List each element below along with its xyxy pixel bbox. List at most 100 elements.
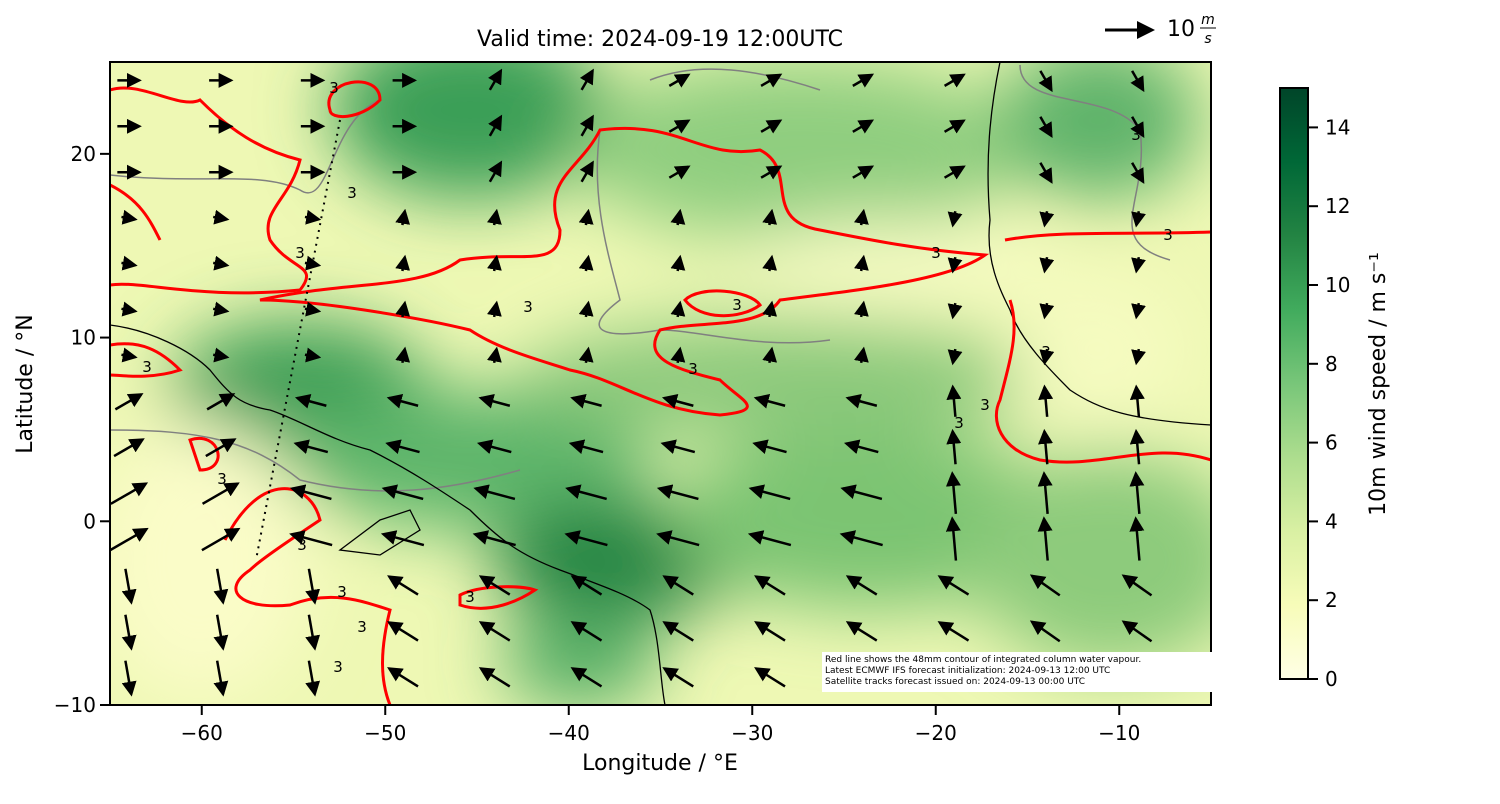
wind-arrow (578, 254, 594, 272)
wind-arrow (121, 614, 137, 651)
wind-arrow (487, 346, 502, 364)
wind-arrow (670, 208, 686, 226)
contour-label: 3 (333, 658, 343, 676)
wind-arrow (386, 393, 419, 409)
wind-arrow (304, 255, 322, 271)
wind-arrow (1038, 116, 1053, 138)
wind-arrow (843, 439, 879, 455)
contour-label: 3 (329, 79, 339, 97)
colorbar (1279, 87, 1309, 680)
wind-arrow (760, 73, 783, 88)
wind-arrow (488, 160, 503, 183)
wind-arrow (1039, 211, 1055, 228)
wind-arrow (206, 393, 236, 411)
wind-arrow (1130, 116, 1145, 138)
wind-arrow (947, 256, 963, 274)
wind-arrow (289, 530, 333, 547)
wind-arrow (845, 393, 878, 409)
quiver-key: 10 m s (1105, 12, 1216, 47)
colorbar-tick-label: 10 (1325, 273, 1350, 297)
wind-arrow (839, 530, 883, 547)
wind-arrow (754, 621, 786, 642)
wind-arrow (854, 300, 869, 318)
wind-arrow (212, 347, 230, 363)
wind-arrow (565, 484, 607, 501)
wind-arrow (488, 114, 503, 137)
colorbar-tick-label: 4 (1325, 509, 1338, 533)
quiver-key-unit-top: m (1201, 12, 1215, 28)
wind-arrow (854, 254, 869, 272)
coastlines (110, 62, 1211, 705)
wind-arrow (1039, 302, 1055, 320)
contour-label: 3 (931, 244, 941, 262)
wind-arrow (670, 346, 686, 364)
wind-arrow (945, 471, 961, 515)
x-tick-label: −40 (548, 721, 590, 745)
axes-frame (109, 61, 1212, 706)
wind-arrow (113, 438, 145, 458)
wind-arrow (387, 667, 419, 688)
wind-arrow (668, 73, 691, 88)
wind-arrow (570, 667, 603, 688)
contour-label: 3 (980, 396, 990, 414)
wind-arrow (387, 575, 419, 596)
wind-arrow (381, 484, 424, 501)
wind-arrow (947, 211, 963, 228)
wind-arrow (293, 439, 329, 455)
wind-arrow (947, 348, 963, 366)
wind-arrow (947, 302, 963, 320)
wind-arrow (110, 527, 149, 552)
annotation-box (822, 652, 1215, 692)
wind-arrow (854, 346, 869, 364)
wind-arrow (943, 165, 966, 180)
wind-arrow (473, 484, 516, 501)
wind-arrow (1129, 516, 1145, 561)
contour-label: 3 (688, 360, 698, 378)
wind-arrow (213, 568, 229, 605)
quiver-key-unit-bottom: s (1204, 31, 1211, 47)
wind-arrow (1121, 574, 1153, 597)
wind-arrow (845, 575, 878, 596)
wind-arrow (762, 208, 778, 226)
wind-arrow (852, 73, 875, 88)
wind-arrow (1038, 384, 1054, 417)
wind-arrow (1131, 211, 1146, 228)
wind-arrow (570, 575, 603, 596)
colorbar-tick-label: 12 (1325, 194, 1350, 218)
wind-arrow (1038, 428, 1053, 465)
x-tick-label: −50 (364, 721, 406, 745)
wind-arrow (294, 393, 327, 409)
colorbar-label: 10m wind speed / m s⁻¹ (1366, 252, 1391, 516)
contour-label: 3 (732, 296, 742, 314)
contour-label: 3 (1041, 343, 1051, 361)
wind-arrow (201, 482, 240, 505)
wind-arrow (114, 393, 144, 411)
wind-arrow (762, 254, 778, 272)
wind-arrow (487, 208, 502, 226)
wind-arrow (937, 621, 970, 642)
wind-arrow (760, 119, 783, 134)
wind-arrow (570, 393, 602, 409)
y-axis-label: Latitude / °N (13, 314, 38, 453)
x-tick-label: −10 (1098, 721, 1140, 745)
wind-arrow (1130, 162, 1145, 184)
wind-arrow (578, 346, 594, 364)
wind-arrow (395, 254, 411, 272)
wind-arrow (1129, 384, 1145, 417)
wind-arrow (1029, 620, 1061, 643)
wind-arrow (852, 165, 875, 180)
wind-arrow (656, 484, 699, 501)
wind-arrow (395, 208, 411, 226)
wind-arrow (1129, 471, 1145, 515)
title: Valid time: 2024-09-19 12:00UTC (477, 27, 843, 52)
wind-arrow (1038, 162, 1053, 184)
wind-arrow (1037, 471, 1053, 515)
wind-arrow (762, 346, 778, 364)
wind-arrow (747, 530, 792, 547)
wind-arrow (946, 428, 962, 465)
wind-arrow (212, 209, 230, 225)
wind-arrow (662, 575, 694, 596)
wind-arrow (121, 347, 138, 363)
wind-arrow (845, 621, 878, 642)
wind-arrow (395, 346, 411, 364)
